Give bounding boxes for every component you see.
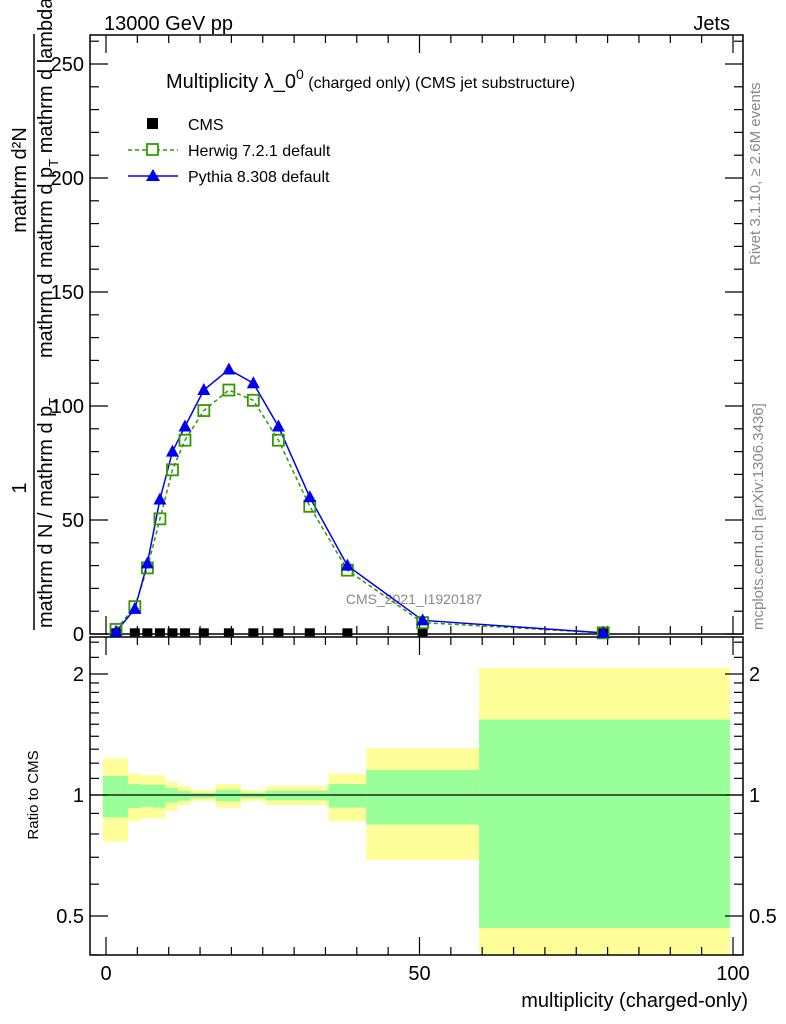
y-tick-label: 150	[51, 282, 84, 304]
cms-point	[304, 628, 315, 637]
ratio-y-tick-label: 0.5	[56, 906, 84, 928]
header-right: Jets	[693, 13, 730, 35]
ratio-y-tick-label-right: 0.5	[749, 906, 777, 928]
legend-herwig-marker	[146, 143, 159, 156]
pythia-point	[246, 376, 260, 389]
x-tick-label: 50	[408, 963, 430, 985]
herwig-point	[272, 433, 285, 447]
pythia-point	[416, 613, 430, 626]
pythia-line	[115, 368, 604, 634]
cms-point	[167, 628, 178, 637]
pythia-point	[109, 624, 123, 637]
ylabel-denominator-1: mathrm d N / mathrm d pT	[35, 398, 61, 628]
y-tick-label: 100	[51, 396, 84, 418]
cms-point	[223, 628, 234, 637]
herwig-point	[153, 512, 167, 526]
legend: CMS Herwig 7.2.1 default Pythia 8.308 de…	[128, 117, 331, 186]
ratio-band-green	[366, 769, 480, 825]
cms-point	[273, 628, 284, 637]
herwig-line	[115, 389, 604, 634]
herwig-point	[303, 499, 317, 513]
y-tick-label: 200	[51, 168, 84, 190]
y-axis-label: 1 mathrm d N / mathrm d pT mathrm d²N ma…	[9, 0, 61, 630]
ratio-bands	[90, 667, 743, 955]
main-frame	[89, 34, 744, 635]
ratio-band-green	[479, 719, 730, 928]
cms-point	[142, 628, 153, 637]
rivet-version-text: Rivet 3.1.10, ≥ 2.6M events	[747, 83, 764, 266]
header-left: 13000 GeV pp	[104, 13, 233, 35]
ratio-y-tick-label-right: 1	[749, 785, 760, 807]
legend-pythia-label: Pythia 8.308 default	[188, 169, 330, 186]
ratio-y-tick-label-right: 2	[749, 664, 760, 686]
pythia-point	[596, 625, 610, 638]
legend-herwig-label: Herwig 7.2.1 default	[188, 143, 331, 160]
pythia-point	[222, 362, 236, 375]
ylabel-numerator-1: 1	[9, 482, 31, 493]
analysis-watermark: CMS_2021_I1920187	[346, 591, 482, 607]
cms-point	[198, 628, 209, 637]
pythia-point	[153, 492, 167, 505]
ylabel-numerator-2: mathrm d²N	[9, 127, 31, 233]
pythia-point	[271, 419, 285, 432]
ratio-band-green	[140, 784, 154, 807]
y-tick-label: 250	[51, 54, 84, 76]
pythia-point	[128, 601, 142, 614]
cms-point	[154, 628, 165, 637]
cms-point	[129, 628, 140, 637]
x-tick-label: 0	[100, 963, 111, 985]
ratio-y-tick-label: 1	[73, 785, 84, 807]
cms-point	[417, 628, 428, 637]
x-tick-label: 100	[716, 963, 749, 985]
ratio-band-green	[102, 775, 128, 818]
ylabel-denominator-2: mathrm d mathrm d pT mathrm d lambda	[35, 0, 61, 358]
ratio-band-green	[127, 784, 141, 809]
ratio-y-tick-label: 2	[73, 664, 84, 686]
ratio-frame	[89, 636, 744, 956]
pythia-point	[165, 444, 179, 457]
chart-title: Multiplicity λ_00 (charged only) (CMS je…	[166, 66, 575, 93]
herwig-point	[197, 404, 211, 417]
y-tick-label: 50	[62, 510, 84, 532]
legend-pythia-marker	[146, 169, 160, 181]
cms-point	[180, 628, 191, 637]
pythia-point	[178, 419, 192, 432]
herwig-point	[246, 393, 260, 407]
cms-point	[342, 628, 353, 637]
herwig-point	[222, 383, 236, 397]
y-tick-label: 0	[73, 624, 84, 646]
ratio-band-green	[178, 791, 191, 801]
legend-cms-marker	[147, 118, 158, 129]
mcplots-credit-text: mcplots.cern.ch [arXiv:1306.3436]	[750, 403, 767, 630]
pythia-point	[340, 558, 354, 571]
x-axis-label: multiplicity (charged-only)	[521, 990, 748, 1012]
ratio-band-green	[328, 784, 367, 808]
axes: 0 50 100 150 200 250 0 50 100 0.5 0.5 1 1 2 2	[51, 34, 777, 985]
pythia-point	[303, 490, 317, 503]
ratio-y-label: Ratio to CMS	[25, 750, 42, 839]
herwig-point	[166, 463, 179, 477]
ratio-band-green	[153, 784, 166, 808]
pythia-point	[197, 383, 211, 396]
herwig-point	[178, 433, 192, 447]
data-marks	[109, 362, 610, 640]
cms-point	[248, 628, 259, 637]
legend-cms-label: CMS	[188, 117, 224, 134]
pythia-point	[140, 556, 154, 569]
